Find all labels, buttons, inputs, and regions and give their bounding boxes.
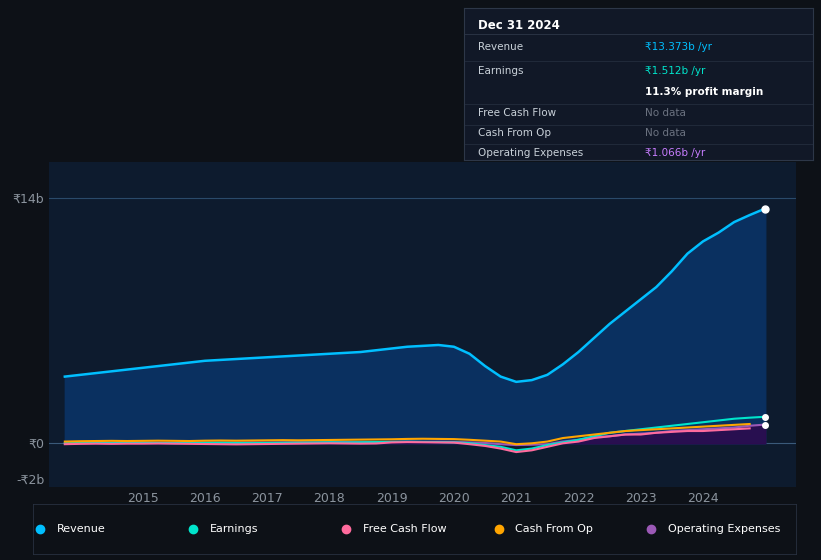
Text: 11.3% profit margin: 11.3% profit margin	[645, 87, 764, 97]
Text: ₹1.066b /yr: ₹1.066b /yr	[645, 147, 705, 157]
Text: Dec 31 2024: Dec 31 2024	[478, 19, 560, 32]
Text: Free Cash Flow: Free Cash Flow	[478, 108, 556, 118]
Text: Cash From Op: Cash From Op	[516, 524, 594, 534]
Text: Cash From Op: Cash From Op	[478, 128, 551, 138]
Text: Operating Expenses: Operating Expenses	[668, 524, 781, 534]
Text: Revenue: Revenue	[478, 41, 523, 52]
Text: Earnings: Earnings	[478, 66, 523, 76]
Text: Earnings: Earnings	[210, 524, 259, 534]
Text: Revenue: Revenue	[57, 524, 106, 534]
Text: ₹1.512b /yr: ₹1.512b /yr	[645, 66, 706, 76]
Text: No data: No data	[645, 108, 686, 118]
Text: ₹13.373b /yr: ₹13.373b /yr	[645, 41, 713, 52]
Text: Free Cash Flow: Free Cash Flow	[363, 524, 447, 534]
Text: Operating Expenses: Operating Expenses	[478, 147, 583, 157]
Text: No data: No data	[645, 128, 686, 138]
